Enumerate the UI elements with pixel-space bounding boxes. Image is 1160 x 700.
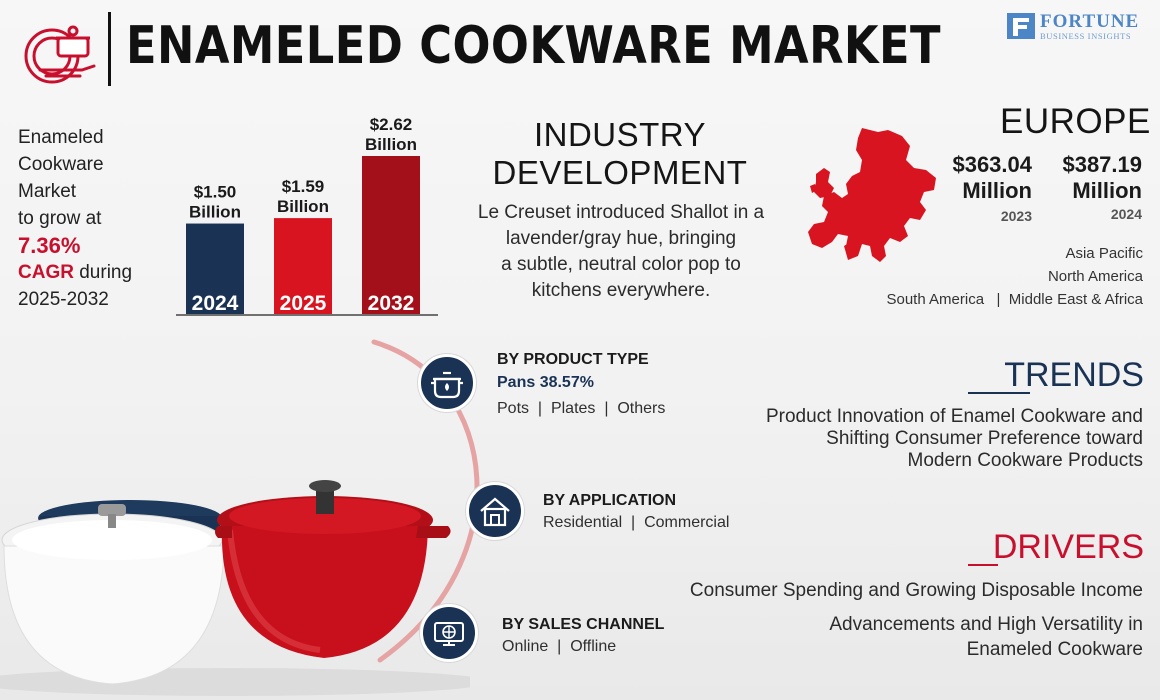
industry-title-line: DEVELOPMENT	[492, 154, 748, 191]
bar-category-label: 2032	[368, 292, 415, 315]
region-line: North America	[1047, 268, 1143, 285]
sales-channel-body: Online | Offline	[502, 638, 617, 655]
bar-value-label: $1.59	[282, 177, 325, 196]
online-globe-icon	[434, 622, 464, 646]
industry-body-line: Le Creuset introduced Shallot in a	[477, 202, 765, 223]
trends-line: Modern Cookware Products	[907, 450, 1144, 471]
region-title: EUROPE	[1000, 102, 1151, 141]
growth-line: Cookware	[18, 154, 104, 175]
application-body: Residential | Commercial	[543, 514, 730, 531]
brand-name: FORTUNE	[1040, 11, 1140, 32]
sales-channel-icon	[420, 604, 478, 662]
region-line: Asia Pacific	[1065, 245, 1143, 262]
trends-body: Product Innovation of Enamel Cookware an…	[700, 406, 1143, 472]
driver-item-line: Advancements and High Versatility in	[829, 614, 1143, 635]
brand-subtitle: BUSINESS INSIGHTS	[1040, 31, 1132, 41]
other-regions: Asia Pacific North America South America…	[850, 242, 1143, 311]
europe-value-2023: $363.04 Million	[936, 152, 1032, 204]
bar-value-label: $1.50	[194, 183, 237, 202]
trends-title: TRENDS	[1004, 356, 1144, 394]
europe-amount: $387.19	[1062, 152, 1142, 177]
europe-year-2023: 2023	[1000, 208, 1032, 224]
product-type-title: BY PRODUCT TYPE	[497, 351, 649, 368]
bar-value-label: Billion	[365, 135, 417, 154]
brand-mark-icon	[1007, 13, 1035, 39]
industry-body-line: kitchens everywhere.	[531, 280, 711, 301]
europe-amount: $363.04	[952, 152, 1032, 177]
bar-value-label: Billion	[277, 197, 329, 216]
cagr-label: CAGR	[18, 262, 74, 283]
drivers-title: DRIVERS	[992, 528, 1144, 566]
sales-channel-title: BY SALES CHANNEL	[502, 616, 665, 633]
bar-category-label: 2024	[192, 292, 239, 315]
growth-line: Market	[18, 181, 77, 202]
page-title: ENAMELED COOKWARE MARKET	[126, 16, 941, 76]
europe-unit: Million	[1072, 178, 1142, 203]
growth-line: to grow at	[18, 208, 102, 229]
industry-body-line: lavender/gray hue, bringing	[505, 228, 737, 249]
growth-statement: Enameled Cookware Market to grow at 7.36…	[18, 124, 168, 313]
industry-development-body: Le Creuset introduced Shallot in a laven…	[466, 200, 776, 304]
application-title: BY APPLICATION	[543, 492, 677, 509]
bar-2032	[362, 156, 420, 314]
bar-category-label: 2025	[280, 292, 327, 315]
region-line: South America | Middle East & Africa	[886, 291, 1143, 308]
product-type-lead: Pans 38.57%	[497, 374, 594, 391]
trends-line: Product Innovation of Enamel Cookware an…	[765, 406, 1143, 427]
driver-item-line: Enameled Cookware	[966, 639, 1143, 660]
driver-item: Consumer Spending and Growing Disposable…	[689, 580, 1143, 601]
bar-2024	[186, 223, 244, 314]
cagr-during: during	[73, 262, 133, 283]
bar-value-label: $2.62	[370, 115, 413, 134]
title-divider	[108, 12, 111, 86]
europe-unit: Million	[962, 178, 1032, 203]
europe-year-2024: 2024	[1110, 206, 1142, 222]
market-size-bar-chart: 2024$1.50Billion2025$1.59Billion2032$2.6…	[176, 115, 438, 316]
industry-title-line: INDUSTRY	[533, 116, 707, 153]
cagr-value: 7.36%	[18, 233, 81, 258]
cookware-photo	[0, 480, 470, 696]
cookware-logo-icon	[24, 25, 96, 84]
industry-development-title: INDUSTRY DEVELOPMENT	[470, 116, 770, 192]
industry-body-line: a subtle, neutral color pop to	[501, 254, 741, 275]
europe-map-icon	[808, 128, 936, 262]
forecast-period: 2025-2032	[18, 289, 109, 310]
growth-line: Enameled	[18, 127, 104, 148]
brand-logo: FORTUNE BUSINESS INSIGHTS	[1006, 11, 1146, 44]
trends-underline	[968, 392, 1030, 394]
trends-line: Shifting Consumer Preference toward	[826, 428, 1143, 449]
product-type-icon	[418, 354, 476, 412]
product-type-others: Pots | Plates | Others	[497, 400, 666, 417]
pot-icon	[431, 371, 463, 399]
bar-value-label: Billion	[189, 203, 241, 222]
drivers-underline	[968, 564, 998, 566]
driver-item: Advancements and High Versatility in Ena…	[760, 612, 1143, 662]
europe-value-2024: $387.19 Million	[1046, 152, 1142, 204]
application-icon	[466, 482, 524, 540]
house-icon	[480, 497, 510, 527]
bar-2025	[274, 218, 332, 314]
